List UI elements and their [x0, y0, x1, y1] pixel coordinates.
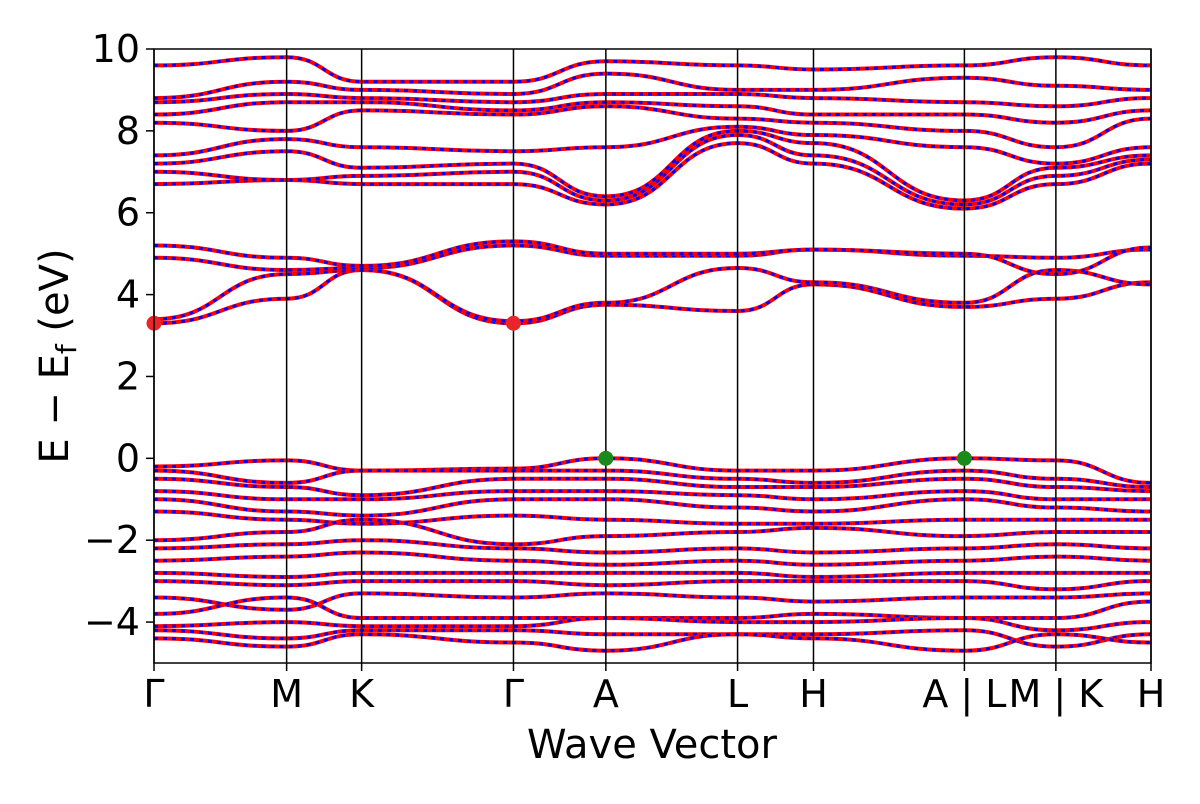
x-tick-label: A | L	[922, 672, 1006, 717]
band-line-spin-up	[154, 124, 1151, 166]
y-axis-label-main: E − E	[32, 354, 78, 464]
y-tick-label: −4	[84, 600, 140, 644]
y-tick-label: 10	[92, 27, 140, 71]
band-line-spin-down	[154, 497, 1151, 518]
band-line-spin-down	[154, 133, 1151, 207]
special-point-vbm	[598, 450, 614, 466]
band-line-spin-down	[154, 268, 1151, 325]
band-line-spin-down	[154, 477, 1151, 497]
y-tick-label: −2	[84, 518, 140, 562]
band-line-spin-down	[154, 510, 1151, 526]
y-axis-label: E − Ef (eV)	[32, 248, 83, 463]
band-line-spin-up	[154, 468, 1151, 489]
y-axis-label-subscript: f	[50, 343, 83, 354]
band-line-spin-down	[154, 92, 1151, 108]
band-line-spin-down	[154, 571, 1151, 579]
band-line-spin-up	[154, 456, 1151, 485]
y-tick-label: 4	[116, 273, 140, 317]
band-line-spin-up	[154, 497, 1151, 518]
band-line-spin-up	[154, 100, 1151, 125]
band-line-spin-down	[154, 595, 1151, 620]
special-point-cbm	[505, 315, 521, 331]
x-axis-label: Wave Vector	[527, 722, 778, 768]
x-tick-label: M | K	[1009, 672, 1105, 717]
x-tick-label: M	[270, 672, 303, 716]
band-line-spin-up	[154, 132, 1151, 207]
band-line-spin-down	[154, 469, 1151, 489]
x-tick-label: H	[1137, 672, 1166, 716]
band-line-spin-down	[154, 632, 1151, 653]
y-tick-label: 0	[116, 436, 140, 480]
band-line-spin-up	[154, 239, 1151, 277]
plot-frame	[153, 48, 1152, 664]
y-tick-label: 2	[116, 354, 140, 398]
band-line-spin-down	[154, 72, 1151, 100]
band-line-spin-down	[154, 616, 1151, 632]
band-line-spin-up	[154, 591, 1151, 612]
bands-layer	[154, 55, 1151, 653]
band-line-spin-down	[154, 489, 1151, 501]
x-tick-label: Γ	[503, 672, 524, 716]
band-line-spin-down	[154, 518, 1151, 546]
y-axis-ticks: −4 −2 0 2 4 6 8 10	[84, 27, 154, 644]
band-line-spin-down	[154, 125, 1151, 166]
band-line-spin-down	[154, 141, 1151, 211]
x-tick-label: L	[727, 672, 748, 716]
band-line-spin-down	[154, 550, 1151, 567]
y-axis-label-unit: (eV)	[32, 248, 78, 344]
band-line-spin-down	[154, 55, 1151, 84]
band-line-spin-up	[154, 517, 1151, 547]
band-line-spin-down	[154, 266, 1151, 323]
x-tick-label: K	[349, 672, 375, 716]
y-tick-label: 8	[116, 109, 140, 153]
x-tick-label: H	[799, 672, 828, 716]
band-line-spin-down	[154, 104, 1151, 149]
special-points-layer	[146, 315, 972, 466]
band-line-spin-down	[154, 579, 1151, 591]
x-tick-label: A	[593, 672, 619, 716]
band-line-spin-down	[154, 628, 1151, 649]
band-line-spin-down	[154, 538, 1151, 555]
band-line-spin-up	[154, 128, 1151, 203]
x-tick-label: Γ	[143, 672, 164, 716]
y-tick-label: 6	[116, 191, 140, 235]
special-point-vbm	[956, 450, 972, 466]
